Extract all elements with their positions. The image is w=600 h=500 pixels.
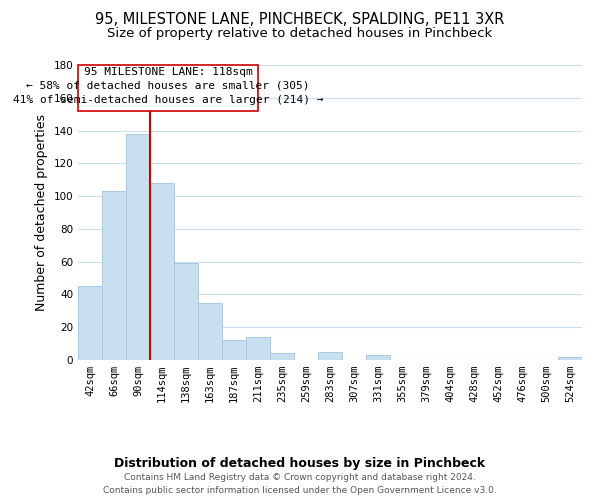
Text: Contains public sector information licensed under the Open Government Licence v3: Contains public sector information licen… bbox=[103, 486, 497, 495]
Bar bbox=[78, 286, 102, 360]
Bar bbox=[366, 355, 390, 360]
Text: 95 MILESTONE LANE: 118sqm
← 58% of detached houses are smaller (305)
41% of semi: 95 MILESTONE LANE: 118sqm ← 58% of detac… bbox=[13, 66, 323, 104]
Bar bbox=[174, 264, 198, 360]
Bar bbox=[102, 191, 126, 360]
Text: Contains HM Land Registry data © Crown copyright and database right 2024.: Contains HM Land Registry data © Crown c… bbox=[124, 474, 476, 482]
Y-axis label: Number of detached properties: Number of detached properties bbox=[35, 114, 48, 311]
Text: Distribution of detached houses by size in Pinchbeck: Distribution of detached houses by size … bbox=[115, 457, 485, 470]
Bar bbox=[558, 356, 582, 360]
Bar bbox=[270, 354, 294, 360]
Bar bbox=[198, 302, 222, 360]
Bar bbox=[246, 337, 270, 360]
Bar bbox=[222, 340, 246, 360]
Bar bbox=[318, 352, 342, 360]
Bar bbox=[126, 134, 150, 360]
Text: 95, MILESTONE LANE, PINCHBECK, SPALDING, PE11 3XR: 95, MILESTONE LANE, PINCHBECK, SPALDING,… bbox=[95, 12, 505, 28]
FancyBboxPatch shape bbox=[78, 65, 258, 111]
Text: Size of property relative to detached houses in Pinchbeck: Size of property relative to detached ho… bbox=[107, 28, 493, 40]
Bar bbox=[150, 183, 174, 360]
